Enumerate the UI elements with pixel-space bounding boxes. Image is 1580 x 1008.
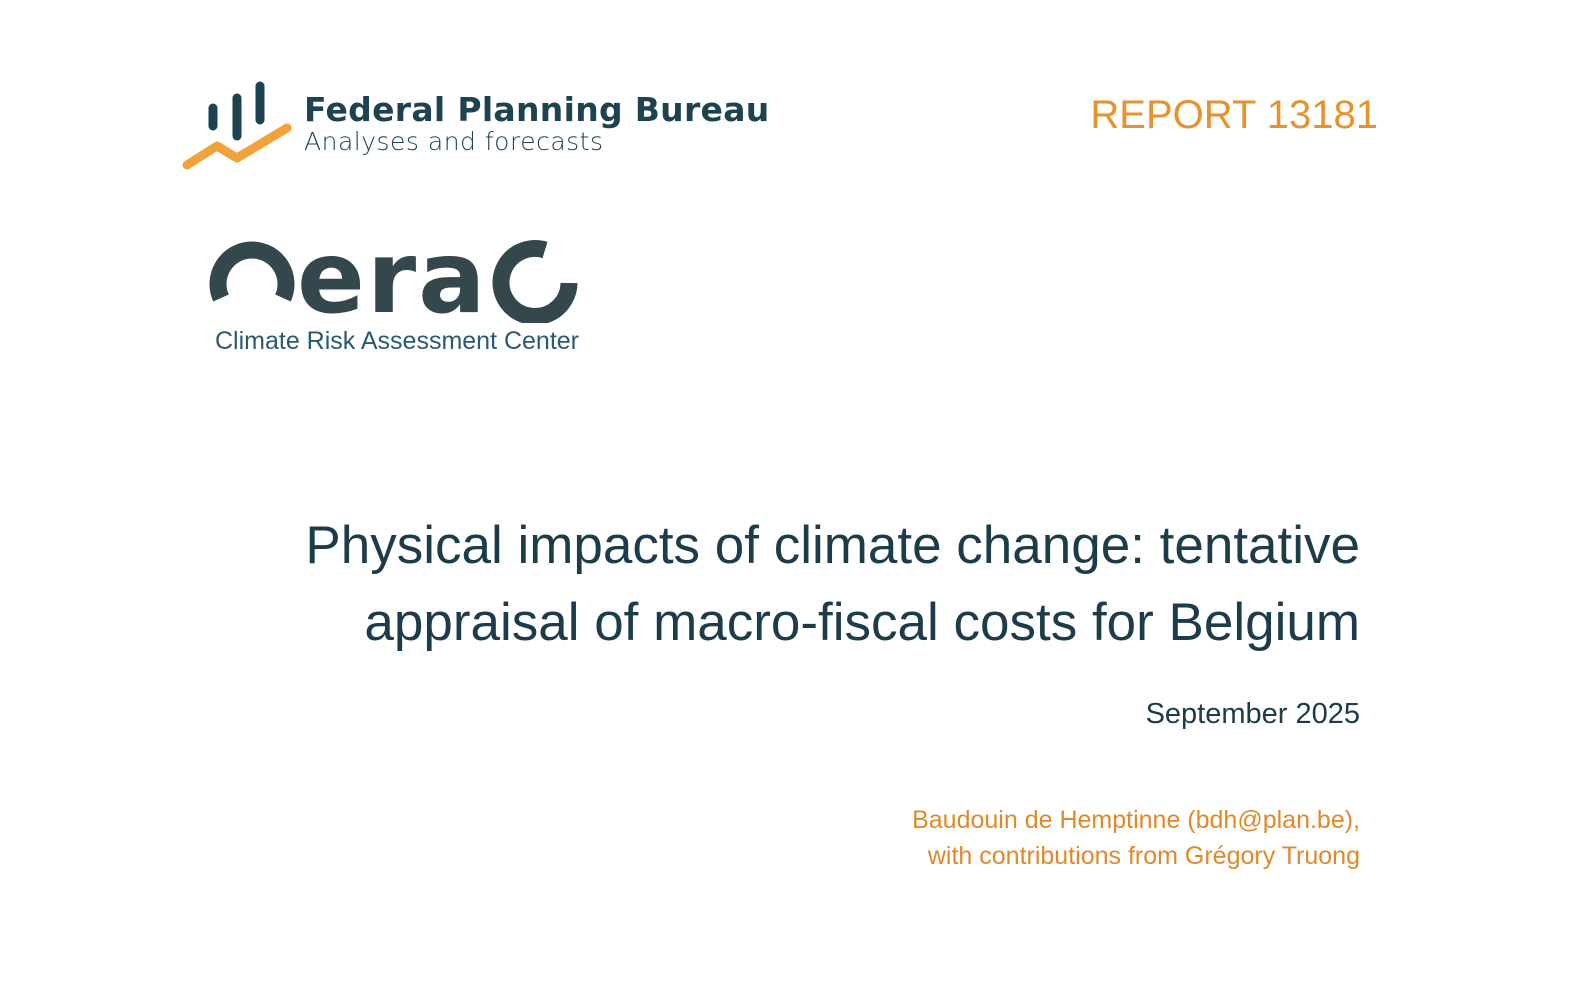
- report-number: REPORT 13181: [1090, 93, 1378, 137]
- cerac-subtitle: Climate Risk Assessment Center: [215, 327, 580, 355]
- publication-date: September 2025: [1145, 698, 1360, 730]
- org-name: Federal Planning Bureau: [304, 90, 770, 129]
- federal-planning-bureau-logo-icon: [182, 81, 292, 170]
- report-title-line-2: appraisal of macro-fiscal costs for Belg…: [364, 593, 1360, 652]
- author-line-1: Baudouin de Hemptinne (bdh@plan.be),: [912, 806, 1360, 834]
- cerac-logo-icon: era: [209, 228, 578, 323]
- author-line-2: with contributions from Grégory Truong: [927, 842, 1360, 870]
- svg-text:era: era: [297, 228, 488, 323]
- report-title-line-1: Physical impacts of climate change: tent…: [305, 516, 1360, 575]
- org-tagline: Analyses and forecasts: [304, 127, 604, 156]
